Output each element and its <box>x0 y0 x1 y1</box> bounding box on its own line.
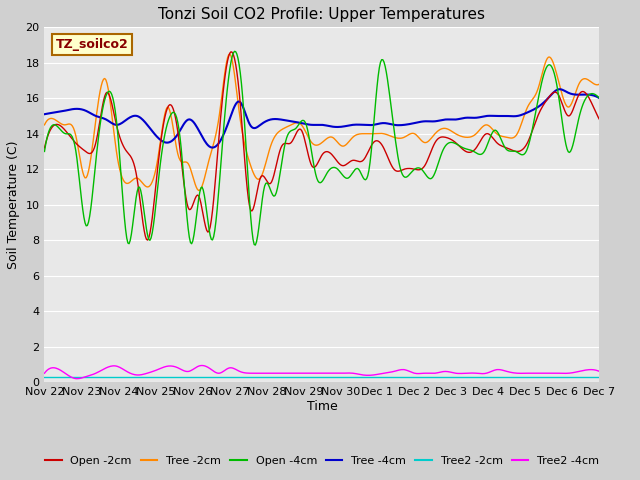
X-axis label: Time: Time <box>307 400 337 413</box>
Text: TZ_soilco2: TZ_soilco2 <box>56 38 129 51</box>
Legend: Open -2cm, Tree -2cm, Open -4cm, Tree -4cm, Tree2 -2cm, Tree2 -4cm: Open -2cm, Tree -2cm, Open -4cm, Tree -4… <box>40 452 604 470</box>
Y-axis label: Soil Temperature (C): Soil Temperature (C) <box>7 141 20 269</box>
Title: Tonzi Soil CO2 Profile: Upper Temperatures: Tonzi Soil CO2 Profile: Upper Temperatur… <box>159 7 486 22</box>
